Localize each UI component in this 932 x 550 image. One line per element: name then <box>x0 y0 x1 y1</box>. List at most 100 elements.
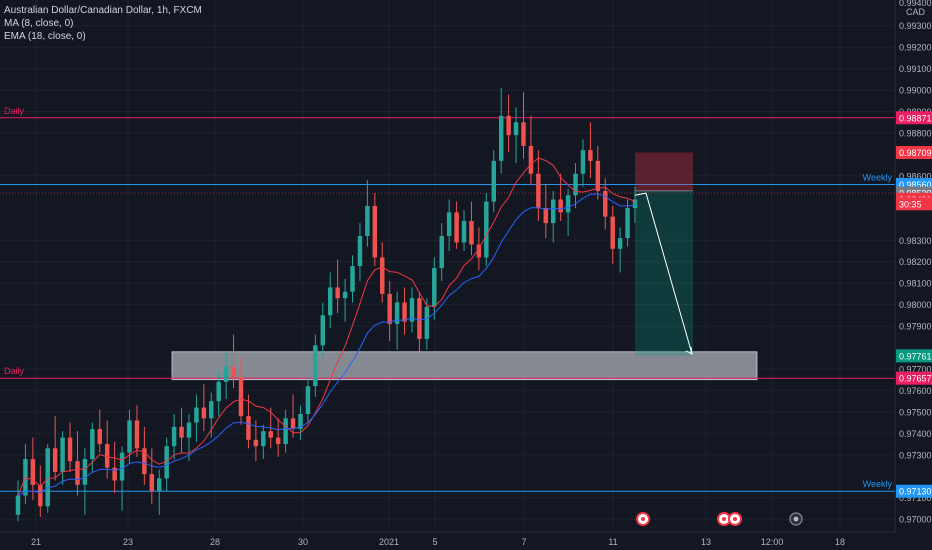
y-tick-label: 0.99300 <box>899 21 932 31</box>
candle-body <box>82 459 88 485</box>
candle-body <box>253 439 259 447</box>
candle-body <box>610 216 615 249</box>
candle-body <box>565 195 571 213</box>
event-markers[interactable] <box>636 512 803 526</box>
candle-body <box>67 437 73 462</box>
candle-body <box>491 160 496 202</box>
candle-body <box>595 160 601 191</box>
candle-body <box>632 199 638 209</box>
moving-averages <box>17 157 636 496</box>
ema-indicator-label[interactable]: EMA (18, close, 0) <box>4 31 86 42</box>
price-tag-text: 30:35 <box>899 199 922 209</box>
candle-body <box>439 235 444 269</box>
candle-body <box>45 448 50 507</box>
candle-body <box>157 478 162 492</box>
x-tick-label: 28 <box>210 537 220 547</box>
candle-body <box>298 414 303 430</box>
y-tick-label: 0.97400 <box>899 429 932 439</box>
candle-body <box>446 212 452 236</box>
y-tick-label: 0.99400 <box>899 0 932 8</box>
price-tag-bg <box>896 111 932 125</box>
price-tag-text: 0.98709 <box>899 148 932 158</box>
candle-body <box>476 244 482 258</box>
candle-body <box>536 173 541 209</box>
x-tick-label: 5 <box>432 537 437 547</box>
x-tick-label: 21 <box>31 537 41 547</box>
chart-legend[interactable]: Australian Dollar/Canadian Dollar, 1h, F… <box>4 4 202 43</box>
candle-body <box>283 418 288 445</box>
candle-body <box>342 291 348 299</box>
candle-body <box>290 418 296 430</box>
candle-body <box>432 268 437 307</box>
price-tag-bg <box>896 146 932 160</box>
candle-body <box>335 287 340 299</box>
price-tag-text: 0.98871 <box>899 113 932 123</box>
candle-body <box>424 306 430 339</box>
price-tag-bg <box>896 349 932 363</box>
candle-body <box>201 407 207 419</box>
candle-body <box>305 386 311 415</box>
price-tag-text: 0.97130 <box>899 487 932 497</box>
y-tick-label: 0.98100 <box>899 279 932 289</box>
candle-body <box>171 426 177 447</box>
y-tick-label: 0.98600 <box>899 171 932 181</box>
candle-body <box>119 452 125 481</box>
candle-body <box>60 437 65 472</box>
candle-body <box>461 220 467 243</box>
candle-body <box>625 208 630 239</box>
candle-body <box>327 287 333 316</box>
y-tick-label: 0.97600 <box>899 386 932 396</box>
price-tag-bg <box>896 484 932 498</box>
price-axis[interactable]: 0.993000.992000.991000.990000.989000.988… <box>899 0 932 525</box>
candle-body <box>372 205 378 258</box>
level-label: Daily <box>4 366 25 376</box>
y-tick-label: 0.97300 <box>899 450 932 460</box>
level-label: Weekly <box>863 172 893 182</box>
level-label: Daily <box>4 106 25 116</box>
stop-loss-zone <box>635 152 693 191</box>
support-zone <box>171 351 758 381</box>
candle-body <box>506 115 511 136</box>
take-profit-zone <box>635 190 693 356</box>
y-tick-label: 0.98300 <box>899 236 932 246</box>
candle-body <box>454 212 459 243</box>
x-tick-label: 7 <box>521 537 526 547</box>
dividend-icon[interactable] <box>793 516 799 522</box>
candle-body <box>409 298 415 322</box>
candle-body <box>580 150 586 174</box>
candle-body <box>90 429 95 460</box>
candle-body <box>15 495 21 515</box>
symbol-title[interactable]: Australian Dollar/Canadian Dollar, 1h, F… <box>4 5 202 16</box>
price-tag-bg <box>896 371 932 385</box>
candle-body <box>134 420 140 449</box>
event-flag-icon[interactable] <box>641 517 645 521</box>
x-tick-label: 2021 <box>379 537 399 547</box>
price-tag-text: 0.97761 <box>899 351 932 361</box>
event-flag-icon[interactable] <box>733 517 737 521</box>
candle-body <box>387 293 392 324</box>
ma-line <box>17 157 636 496</box>
candle-body <box>603 190 608 217</box>
price-tag-text: 0.98560 <box>899 180 932 190</box>
y-tick-label: 0.98800 <box>899 129 932 139</box>
x-tick-label: 30 <box>298 537 308 547</box>
candle-body <box>550 199 556 224</box>
candle-body <box>588 150 593 161</box>
candle-body <box>498 115 504 161</box>
candles <box>15 87 638 522</box>
candle-body <box>521 122 526 146</box>
ema-line <box>17 193 636 496</box>
y-tick-label: 0.97700 <box>899 364 932 374</box>
ma-indicator-label[interactable]: MA (8, close, 0) <box>4 18 74 29</box>
event-flag-icon[interactable] <box>722 517 726 521</box>
x-tick-label: 12:00 <box>761 537 784 547</box>
candle-body <box>417 298 422 339</box>
x-tick-label: 23 <box>123 537 133 547</box>
candle-body <box>275 437 281 445</box>
candle-body <box>75 461 80 485</box>
y-tick-label: 0.98200 <box>899 257 932 267</box>
candle-body <box>179 426 184 438</box>
time-axis[interactable]: 21 23 28 30 2021 5 7 11 13 12:00 18 <box>31 537 845 547</box>
drawings <box>634 152 693 356</box>
